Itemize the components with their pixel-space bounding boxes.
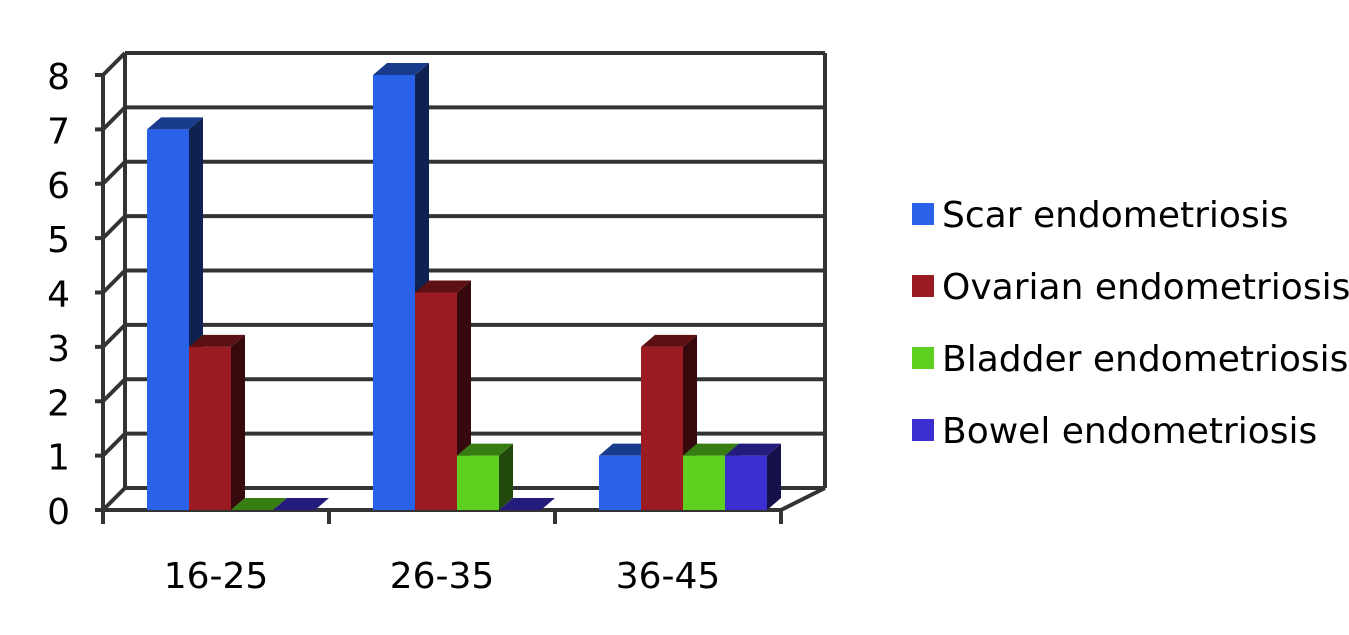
grid-line-side — [101, 160, 127, 186]
bar-side — [231, 334, 245, 510]
bar-top — [457, 443, 513, 456]
bar — [189, 346, 231, 510]
y-tick-label: 7 — [47, 111, 70, 152]
bar — [725, 455, 767, 510]
grid-line-side — [101, 214, 127, 240]
grid-line-side — [101, 432, 127, 458]
y-tick-label: 0 — [47, 492, 70, 533]
bar-top — [189, 334, 245, 347]
bar-top — [231, 498, 287, 510]
bar-top — [641, 334, 697, 347]
legend-swatch — [912, 419, 934, 441]
legend-label: Ovarian endometriosis — [942, 267, 1349, 308]
x-tick-label: 16-25 — [164, 556, 269, 597]
y-tick-label: 1 — [47, 438, 70, 479]
y-tick-label: 8 — [47, 57, 70, 98]
legend-label: Scar endometriosis — [942, 195, 1288, 236]
grid-line-side — [101, 377, 127, 403]
legend-label: Bladder endometriosis — [942, 339, 1348, 380]
y-tick-label: 2 — [47, 383, 70, 424]
grid-line-side — [101, 269, 127, 294]
legend-swatch — [912, 275, 934, 297]
y-tick-label: 4 — [47, 275, 70, 316]
bar-top — [373, 63, 429, 75]
y-tick-label: 6 — [47, 166, 70, 207]
bar-top — [499, 498, 555, 510]
bar — [415, 292, 457, 510]
grid-line-side — [101, 486, 127, 512]
bar — [599, 455, 641, 510]
bar-top — [683, 443, 739, 456]
x-tick-label: 36-45 — [616, 556, 721, 597]
x-tick-label: 26-35 — [390, 556, 495, 597]
bar-side — [767, 443, 781, 510]
grid-line-side — [101, 323, 127, 349]
bar — [147, 129, 189, 510]
bar-side — [499, 443, 513, 510]
bar — [457, 455, 499, 510]
bar-top — [415, 280, 471, 293]
y-tick-label: 5 — [47, 220, 70, 261]
bar — [373, 75, 415, 510]
legend-swatch — [912, 347, 934, 369]
bar-top — [273, 498, 329, 510]
bar — [641, 346, 683, 510]
bar — [683, 455, 725, 510]
bar-top — [725, 443, 781, 456]
grid-line-side — [101, 51, 127, 77]
grid-line-side — [101, 105, 127, 131]
legend-label: Bowel endometriosis — [942, 411, 1317, 452]
legend-swatch — [912, 203, 934, 225]
y-tick-label: 3 — [47, 329, 70, 370]
bar-top — [147, 117, 203, 130]
